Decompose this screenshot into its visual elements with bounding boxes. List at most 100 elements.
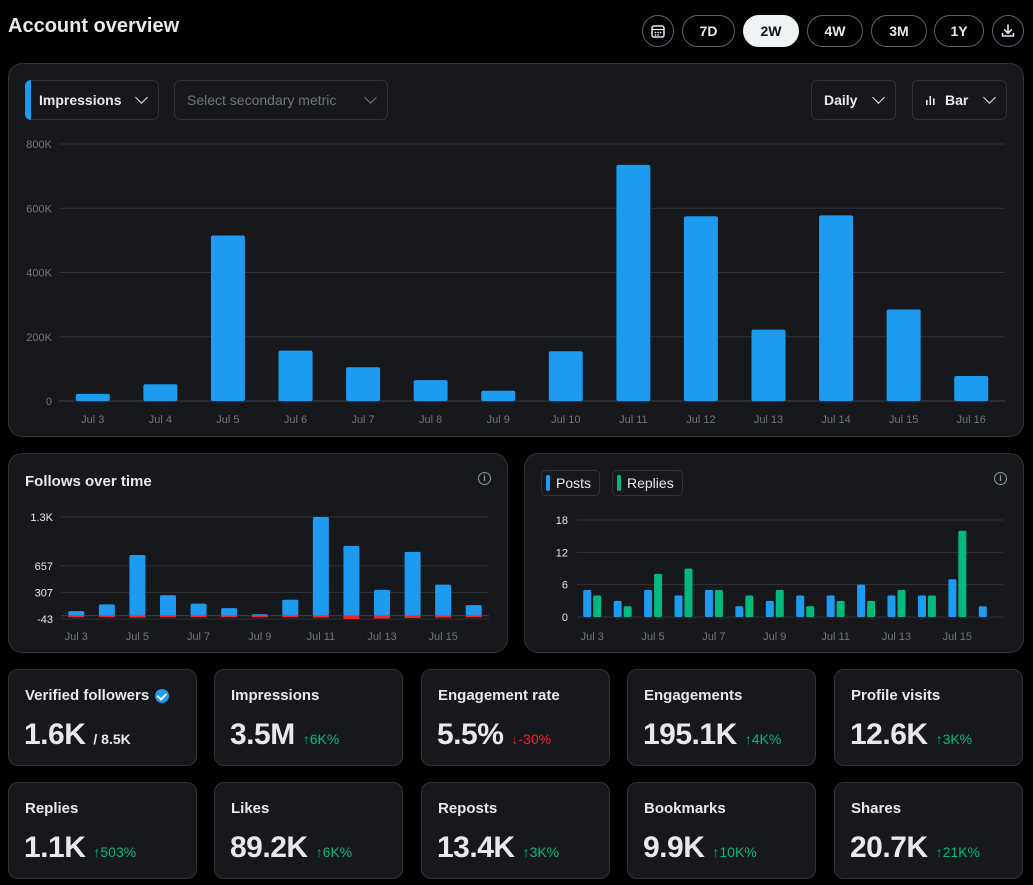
posts-bar — [674, 595, 683, 617]
arrow-up-icon: ↑ — [712, 844, 720, 860]
impressions-bar — [886, 309, 921, 401]
unfollows-bar — [251, 615, 268, 618]
impressions-bar — [413, 380, 448, 401]
follows-bar — [98, 604, 115, 616]
x-tick-label: Jul 5 — [216, 414, 239, 426]
arrow-up-icon: ↑ — [315, 844, 323, 860]
info-icon[interactable]: i — [994, 472, 1007, 485]
impressions-bar-chart: 800K 600K 400K 200K 0 Jul 3 Jul 4 Jul 5 Jul 6 Jul… — [26, 139, 1005, 426]
download-button[interactable] — [992, 15, 1024, 47]
stat-card[interactable]: Engagement rate 5.5% ↓-30% — [421, 669, 610, 766]
replies-bar — [714, 590, 723, 617]
primary-metric-label: Impressions — [39, 92, 122, 108]
y-tick-label: 600K — [26, 203, 52, 215]
stat-card[interactable]: Bookmarks 9.9K ↑10K% — [627, 782, 816, 879]
stat-value-row: 1.6K / 8.5K — [24, 718, 131, 752]
range-1y[interactable]: 1Y — [934, 15, 984, 47]
unfollows-bar — [435, 615, 452, 618]
stat-card[interactable]: Profile visits 12.6K ↑3K% — [834, 669, 1023, 766]
stat-delta: ↑3K% — [523, 844, 560, 860]
stat-value: 1.1K — [24, 831, 86, 864]
stat-card[interactable]: Verified followers 1.6K / 8.5K — [8, 669, 197, 766]
stat-value-row: 13.4K ↑3K% — [437, 831, 559, 865]
stat-card[interactable]: Likes 89.2K ↑6K% — [214, 782, 403, 879]
x-tick-label: Jul 3 — [581, 631, 604, 643]
unfollows-bar — [98, 615, 115, 618]
stat-card[interactable]: Reposts 13.4K ↑3K% — [421, 782, 610, 879]
stat-label-text: Reposts — [438, 800, 498, 817]
posts-bar — [796, 595, 805, 617]
impressions-bar — [954, 375, 989, 401]
download-icon — [1001, 24, 1015, 37]
x-tick-label: Jul 14 — [821, 414, 850, 426]
legend-posts-label: Posts — [556, 475, 592, 491]
range-7d[interactable]: 7D — [682, 15, 735, 47]
unfollows-bar — [68, 615, 85, 618]
x-tick-label: Jul 5 — [641, 631, 664, 643]
calendar-button[interactable] — [642, 15, 674, 47]
follows-bar — [251, 614, 268, 616]
posts-bar — [644, 590, 653, 617]
impressions-bar — [346, 367, 381, 401]
info-icon[interactable]: i — [478, 472, 491, 485]
x-tick-label: Jul 16 — [957, 414, 986, 426]
follows-bar — [374, 589, 390, 616]
stat-delta: ↑21K% — [936, 844, 980, 860]
x-tick-label: Jul 9 — [763, 631, 786, 643]
x-tick-label: Jul 3 — [65, 631, 88, 643]
stat-label: Engagements — [644, 687, 742, 704]
stat-value: 3.5M — [230, 718, 295, 751]
replies-bar — [654, 573, 663, 617]
follows-chart-panel: Follows over time i 1.3K 657 307 -43 Jul 3 Ju… — [8, 453, 508, 653]
impressions-bar — [481, 390, 516, 401]
stat-value: 12.6K — [850, 718, 928, 751]
stat-delta-value: 10K% — [719, 844, 757, 860]
follows-bar-chart: 1.3K 657 307 -43 Jul 3 Jul 5 Jul 7 Jul 9 Jul 11 J… — [30, 512, 489, 643]
y-tick-label: 657 — [35, 561, 53, 573]
stat-value-row: 1.1K ↑503% — [24, 831, 136, 865]
stat-label: Replies — [25, 800, 78, 817]
legend-posts[interactable]: Posts — [541, 470, 601, 496]
bar-chart-icon — [926, 96, 935, 105]
posts-bar — [826, 595, 835, 617]
granularity-dropdown[interactable]: Daily — [811, 80, 896, 120]
posts-swatch — [546, 475, 550, 491]
secondary-metric-dropdown[interactable]: Select secondary metric — [174, 80, 388, 120]
legend-replies[interactable]: Replies — [612, 470, 683, 496]
range-2w[interactable]: 2W — [743, 15, 799, 47]
replies-bar — [745, 595, 754, 617]
stat-delta: ↑3K% — [936, 731, 973, 747]
stat-card[interactable]: Shares 20.7K ↑21K% — [834, 782, 1023, 879]
x-tick-label: Jul 8 — [419, 414, 442, 426]
x-tick-label: Jul 11 — [821, 631, 850, 643]
x-tick-label: Jul 13 — [882, 631, 911, 643]
x-tick-label: Jul 7 — [351, 414, 374, 426]
arrow-up-icon: ↑ — [522, 844, 530, 860]
stat-card[interactable]: Replies 1.1K ↑503% — [8, 782, 197, 879]
y-tick-label: 0 — [46, 396, 52, 408]
replies-bar — [836, 600, 845, 617]
stat-card[interactable]: Impressions 3.5M ↑6K% — [214, 669, 403, 766]
x-tick-label: Jul 12 — [686, 414, 715, 426]
x-tick-label: Jul 10 — [551, 414, 580, 426]
chart-type-dropdown[interactable]: Bar — [912, 80, 1007, 120]
x-tick-label: Jul 6 — [284, 414, 307, 426]
follows-bar — [160, 595, 176, 616]
posts-bar — [704, 590, 713, 617]
range-4w[interactable]: 4W — [807, 15, 863, 47]
replies-bar — [775, 590, 784, 617]
stat-card[interactable]: Engagements 195.1K ↑4K% — [627, 669, 816, 766]
unfollows-bar — [221, 615, 238, 618]
stat-delta: ↑6K% — [303, 731, 340, 747]
arrow-up-icon: ↑ — [935, 844, 943, 860]
stat-delta: ↑6K% — [316, 844, 353, 860]
follows-bar — [312, 517, 329, 616]
posts-bar — [735, 606, 744, 617]
posts-bar — [583, 590, 592, 617]
follows-bar — [404, 551, 421, 616]
stat-delta-value: 3K% — [942, 731, 973, 747]
x-tick-label: Jul 4 — [149, 414, 172, 426]
range-3m[interactable]: 3M — [871, 15, 927, 47]
primary-metric-dropdown[interactable]: Impressions — [25, 80, 159, 120]
stat-label-text: Engagements — [644, 687, 743, 704]
